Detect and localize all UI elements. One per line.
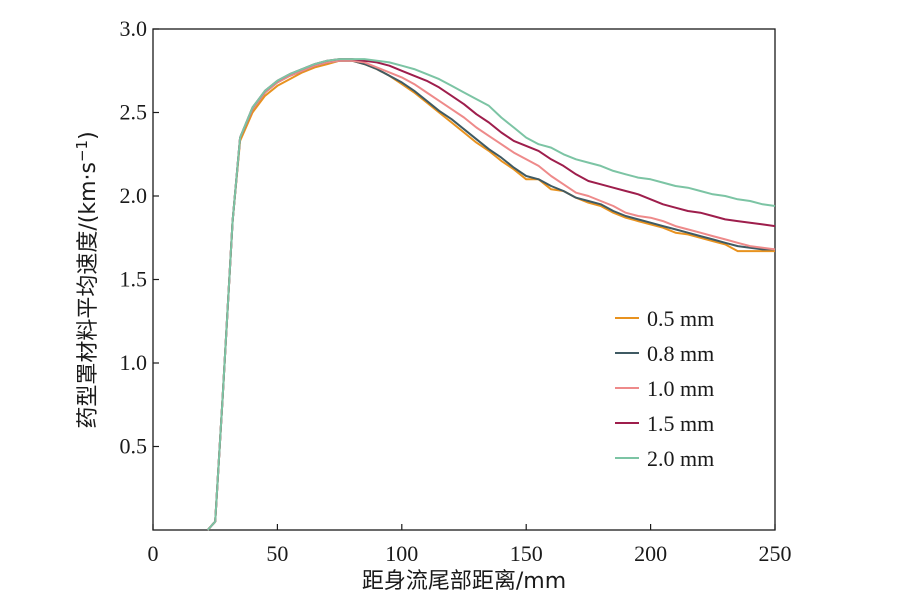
y-tick-label: 2.5	[120, 100, 148, 125]
series-line-4	[206, 58, 776, 531]
x-tick-label: 50	[266, 541, 288, 566]
x-tick-label: 200	[634, 541, 667, 566]
axes: 0 50 100 150 200 250 0.5 1.0 1.5 2.0 2.5 3.0	[120, 16, 792, 566]
x-axis-title: 距身流尾部距离/mm	[362, 569, 566, 594]
legend-label-3: 1.5 mm	[647, 411, 714, 436]
y-axis-title-superscript: −1	[73, 140, 91, 162]
legend-label-1: 0.8 mm	[647, 341, 714, 366]
y-tick-label: 2.0	[120, 183, 148, 208]
x-tick-label: 100	[385, 541, 418, 566]
legend-label-0: 0.5 mm	[647, 306, 714, 331]
legend: 0.5 mm 0.8 mm 1.0 mm 1.5 mm 2.0 mm	[615, 306, 714, 471]
x-tick-label: 150	[510, 541, 543, 566]
series-line-2	[206, 59, 776, 531]
y-tick-label: 1.0	[120, 350, 148, 375]
x-tick-label: 0	[148, 541, 159, 566]
x-tick-label: 250	[759, 541, 792, 566]
legend-label-2: 1.0 mm	[647, 376, 714, 401]
series-lines	[206, 58, 776, 531]
y-tick-label: 0.5	[120, 434, 148, 459]
y-axis-title-main: 药型罩材料平均速度/(km·s	[76, 162, 101, 429]
series-line-0	[206, 59, 775, 531]
legend-label-4: 2.0 mm	[647, 446, 714, 471]
y-axis-title-close: )	[76, 131, 101, 140]
y-tick-label: 3.0	[120, 16, 148, 41]
y-axis-title: 药型罩材料平均速度/(km·s−1)	[73, 131, 101, 428]
y-tick-label: 1.5	[120, 267, 148, 292]
